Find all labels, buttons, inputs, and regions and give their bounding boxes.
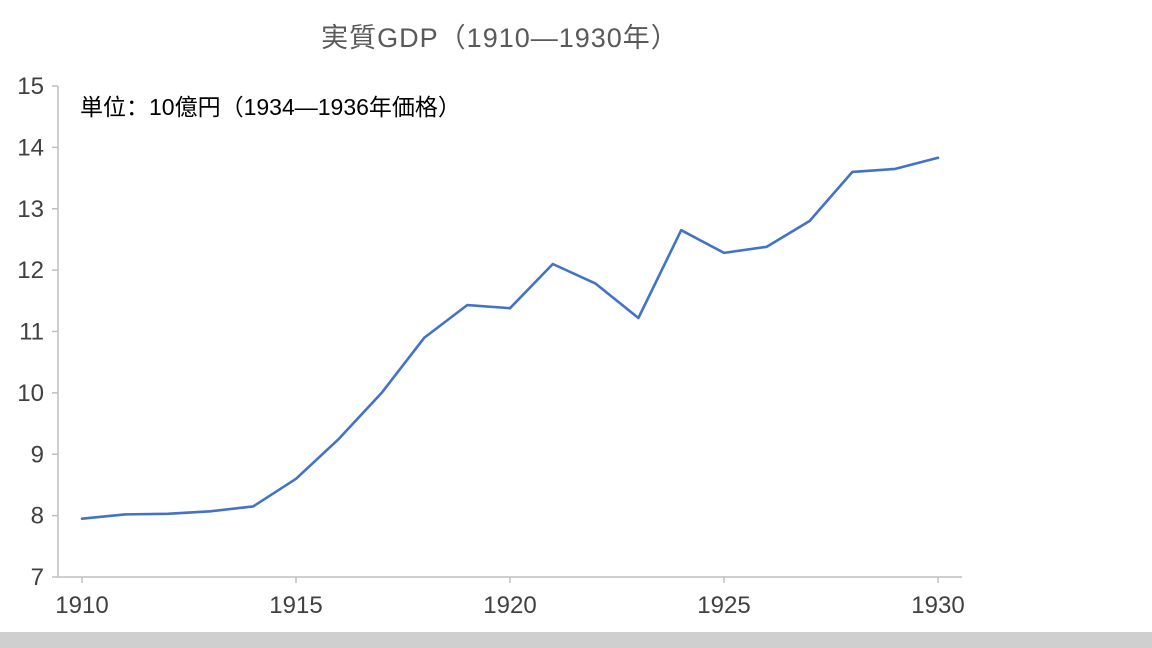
chart-title: 実質GDP（1910—1930年） [321,23,679,53]
y-tick-label: 10 [17,380,44,407]
y-tick-label: 13 [17,196,44,223]
line-chart: 7 8 9 10 11 12 13 14 15 1910 1915 1920 1925 1930 [17,73,964,619]
x-tick-label: 1910 [55,592,108,619]
y-tick-label: 7 [31,564,44,591]
y-tick-label: 14 [17,134,44,161]
y-tick-label: 11 [19,319,44,346]
x-tick-label: 1915 [269,592,322,619]
y-tick-label: 9 [31,441,44,468]
x-tick-label: 1925 [697,592,750,619]
x-tick-label: 1930 [911,592,964,619]
y-tick-label: 15 [17,73,44,100]
y-tick-label: 12 [17,257,44,284]
gdp-line-series [80,156,940,521]
y-tick-label: 8 [31,503,44,530]
chart-unit-annotation: 単位：10億円（1934—1936年価格） [80,94,461,120]
x-tick-label: 1920 [483,592,536,619]
bottom-gray-strip [0,632,1152,648]
